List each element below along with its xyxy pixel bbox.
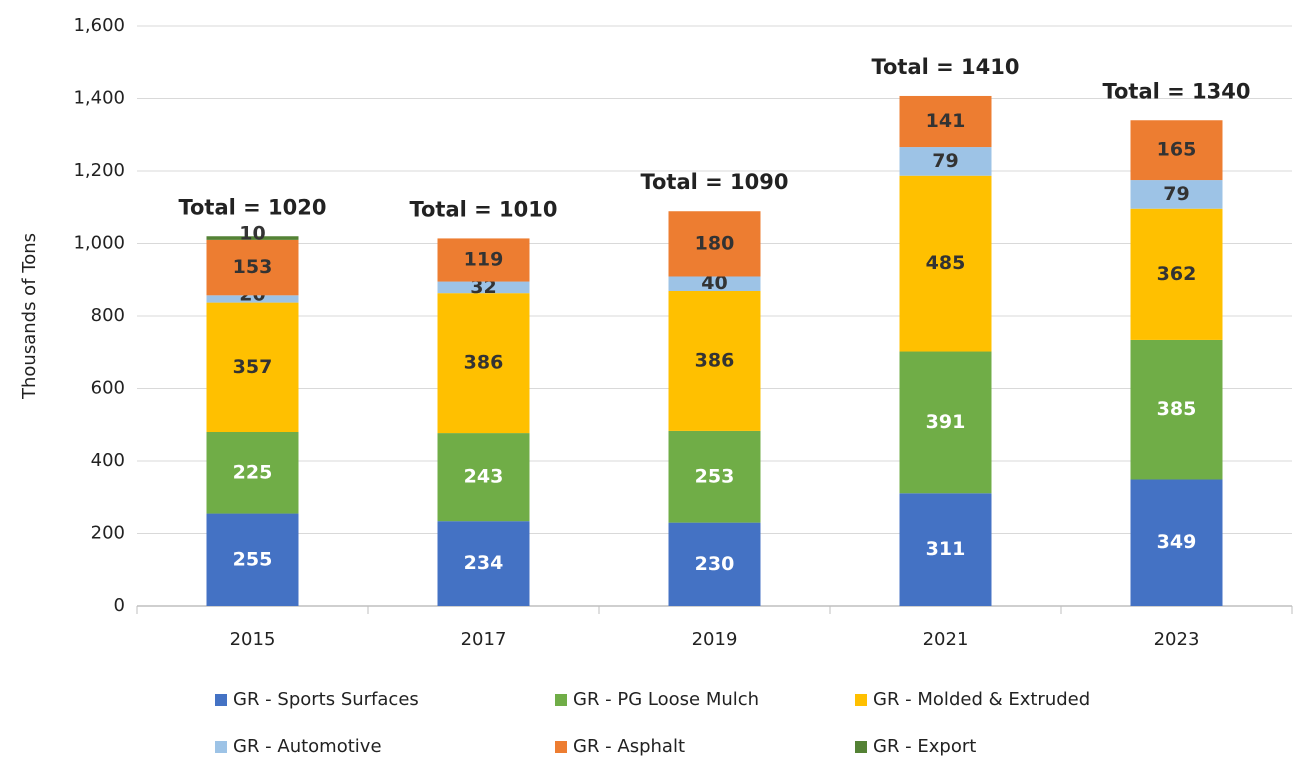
data-label: 311 (926, 538, 966, 560)
bar-segment (899, 147, 992, 176)
data-label: 165 (1157, 139, 1197, 161)
legend-swatch (215, 694, 227, 706)
data-label: 234 (464, 552, 504, 574)
bar-segment (206, 239, 299, 296)
y-tick-label: 400 (91, 450, 125, 471)
y-tick-label: 1,600 (73, 15, 125, 36)
x-tick-label: 2023 (1154, 629, 1200, 650)
y-tick-label: 1,400 (73, 88, 125, 109)
y-tick-label: 800 (91, 305, 125, 326)
y-tick-label: 1,200 (73, 160, 125, 181)
legend-swatch (555, 741, 567, 753)
bar-segment (899, 95, 992, 148)
bar-segment (206, 302, 299, 432)
legend-label: GR - PG Loose Mulch (573, 689, 759, 710)
data-label: 255 (233, 548, 273, 570)
data-label: 153 (233, 256, 273, 278)
legend-label: GR - Molded & Extruded (873, 689, 1090, 710)
y-tick-label: 600 (91, 378, 125, 399)
bar-segment (1130, 339, 1223, 480)
y-tick-label: 0 (114, 595, 125, 616)
bar-segment (437, 293, 530, 434)
bar-segment (437, 238, 530, 282)
data-label: 385 (1157, 398, 1197, 420)
data-label: 391 (926, 411, 966, 433)
bar-segment (899, 493, 992, 606)
bar-segment (668, 276, 761, 291)
bar-segment (899, 351, 992, 494)
x-tick-label: 2015 (230, 629, 276, 650)
x-tick-label: 2021 (923, 629, 969, 650)
total-annotation: Total = 1020 (178, 195, 326, 219)
legend-label: GR - Export (873, 736, 976, 757)
bar-segment (206, 236, 299, 240)
y-tick-label: 1,000 (73, 233, 125, 254)
x-tick-label: 2017 (461, 629, 507, 650)
total-annotation: Total = 1340 (1102, 79, 1250, 103)
bar-segment (437, 521, 530, 606)
bar-segment (1130, 180, 1223, 209)
total-annotation: Total = 1010 (409, 197, 557, 221)
data-label: 119 (464, 248, 504, 270)
legend-label: GR - Sports Surfaces (233, 689, 419, 710)
data-label: 180 (695, 232, 735, 254)
data-label: 485 (926, 252, 966, 274)
bar-segment (206, 513, 299, 606)
legend-swatch (555, 694, 567, 706)
y-tick-label: 200 (91, 523, 125, 544)
data-label: 362 (1157, 263, 1197, 285)
legend-label: GR - Automotive (233, 736, 382, 757)
data-label: 243 (464, 466, 504, 488)
bar-segment (1130, 479, 1223, 606)
legend-swatch (855, 694, 867, 706)
bar-segment (1130, 120, 1223, 181)
y-axis-label: Thousands of Tons (19, 233, 40, 400)
legend-swatch (855, 741, 867, 753)
data-label: 349 (1157, 531, 1197, 553)
data-label: 79 (932, 150, 958, 172)
data-label: 79 (1163, 183, 1189, 205)
data-label: 253 (695, 465, 735, 487)
legend-label: GR - Asphalt (573, 736, 685, 757)
bar-segment (1130, 208, 1223, 340)
data-label: 225 (233, 461, 273, 483)
legend-swatch (215, 741, 227, 753)
bar-segment (206, 295, 299, 303)
data-label: 141 (926, 110, 966, 132)
bar-segment (668, 430, 761, 523)
bar-segment (899, 175, 992, 352)
data-label: 230 (695, 553, 735, 575)
bar-segment (668, 290, 761, 431)
data-label: 40 (701, 272, 727, 294)
data-label: 357 (233, 356, 273, 378)
data-label: 10 (239, 223, 265, 245)
bar-segment (668, 522, 761, 606)
bar-segment (437, 433, 530, 522)
bar-segment (668, 211, 761, 277)
total-annotation: Total = 1090 (640, 170, 788, 194)
x-tick-label: 2019 (692, 629, 738, 650)
bar-segment (206, 432, 299, 514)
data-label: 386 (464, 352, 504, 374)
total-annotation: Total = 1410 (871, 55, 1019, 79)
data-label: 386 (695, 349, 735, 371)
bar-segment (437, 281, 530, 294)
